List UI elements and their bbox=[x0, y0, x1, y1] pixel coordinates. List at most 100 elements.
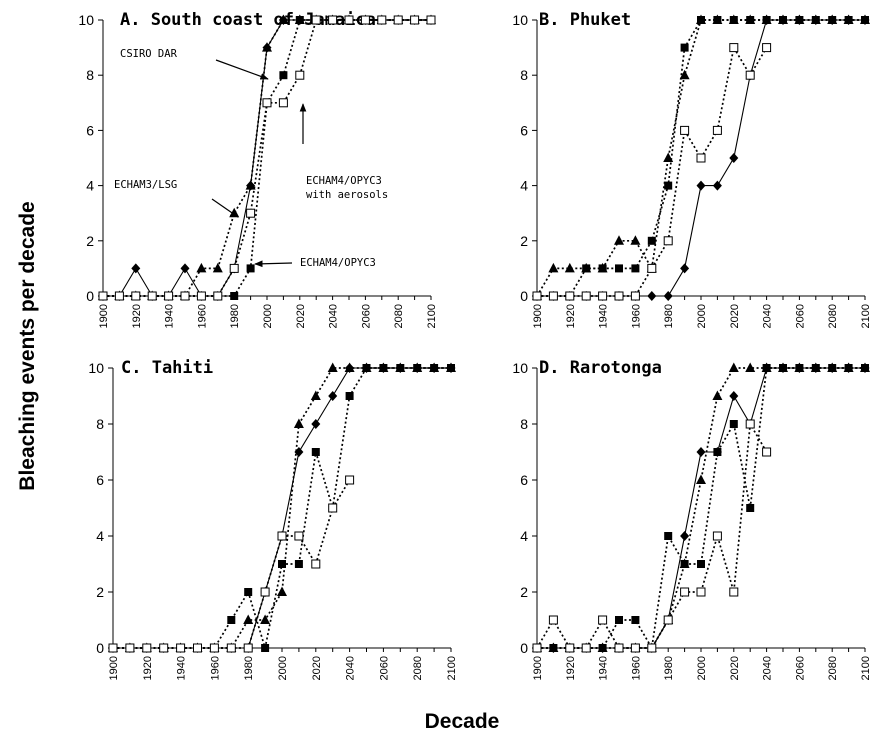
data-point-square-open bbox=[114, 291, 124, 301]
data-point-square-filled bbox=[811, 364, 820, 372]
y-tick-label: 0 bbox=[86, 288, 94, 304]
data-point-square-open bbox=[278, 98, 288, 108]
data-point-square-filled bbox=[828, 364, 837, 372]
data-point-diamond bbox=[311, 419, 321, 429]
data-point-diamond bbox=[680, 531, 690, 541]
x-tick-label: 1900 bbox=[98, 304, 110, 328]
data-point-square-open bbox=[196, 291, 206, 301]
x-tick-label: 2080 bbox=[827, 304, 839, 328]
data-point-square-open bbox=[745, 70, 755, 80]
annotation-arrow bbox=[254, 260, 293, 268]
x-tick-label: 1920 bbox=[565, 656, 577, 680]
data-point-diamond bbox=[696, 180, 706, 191]
data-point-square-filled bbox=[279, 71, 288, 80]
data-point-square-filled bbox=[413, 364, 422, 372]
data-point-square-open bbox=[680, 587, 690, 597]
data-point-triangle bbox=[243, 614, 254, 624]
data-point-square-filled bbox=[729, 420, 738, 428]
x-tick-label: 1960 bbox=[630, 304, 642, 328]
annotation-label: ECHAM4/OPYC3 bbox=[306, 175, 382, 187]
data-point-diamond bbox=[729, 391, 739, 401]
x-tick-label: 2040 bbox=[328, 304, 340, 328]
data-point-square-filled bbox=[244, 588, 253, 596]
data-point-diamond bbox=[131, 263, 141, 274]
x-tick-label: 2000 bbox=[696, 656, 708, 680]
data-point-square-filled bbox=[295, 16, 304, 24]
data-point-square-open bbox=[548, 615, 558, 625]
series-line bbox=[537, 367, 865, 649]
data-point-square-filled bbox=[631, 616, 640, 624]
data-point-square-filled bbox=[598, 644, 607, 652]
annotation-arrow bbox=[211, 198, 239, 218]
x-tick-label: 2060 bbox=[378, 656, 390, 680]
data-point-triangle bbox=[696, 474, 706, 484]
data-point-square-filled bbox=[598, 264, 607, 273]
x-tick-label: 1920 bbox=[131, 304, 143, 328]
x-tick-label: 2000 bbox=[696, 304, 708, 328]
data-point-square-filled bbox=[861, 364, 869, 372]
data-point-square-open bbox=[426, 15, 436, 25]
data-point-square-open bbox=[246, 208, 256, 218]
x-tick-label: 1900 bbox=[108, 656, 120, 680]
data-point-square-open bbox=[614, 291, 624, 301]
y-tick-label: 4 bbox=[86, 178, 94, 194]
data-point-square-open bbox=[630, 643, 640, 653]
data-point-triangle bbox=[745, 362, 756, 372]
data-point-triangle bbox=[262, 42, 272, 52]
data-point-square-open bbox=[311, 559, 321, 569]
data-point-diamond bbox=[712, 180, 722, 191]
panel-b: B. Phuket 0 2 4 6 8 10 1900 1920 1940 1960 1980 2000… bbox=[512, 10, 872, 328]
x-tick-label: 1900 bbox=[532, 656, 544, 680]
y-tick-label: 2 bbox=[520, 233, 528, 249]
data-point-square-open bbox=[344, 15, 354, 25]
data-point-square-open bbox=[598, 291, 608, 301]
data-point-square-open bbox=[311, 15, 321, 25]
data-point-square-filled bbox=[762, 16, 771, 24]
data-point-triangle bbox=[260, 614, 271, 624]
x-tick-label: 2100 bbox=[426, 304, 438, 328]
data-point-square-open bbox=[647, 263, 657, 273]
data-point-square-open bbox=[410, 15, 420, 25]
x-tick-label: 1940 bbox=[598, 656, 610, 680]
annotation-label: with aerosols bbox=[306, 189, 388, 201]
data-point-square-filled bbox=[828, 16, 837, 24]
data-point-square-filled bbox=[664, 532, 673, 540]
data-point-square-filled bbox=[230, 292, 239, 300]
data-point-square-open bbox=[729, 43, 739, 53]
x-axis-label: Decade bbox=[425, 710, 500, 733]
data-point-square-filled bbox=[779, 364, 787, 372]
annotation-label: ECHAM4/OPYC3 bbox=[300, 257, 376, 269]
y-tick-label: 10 bbox=[78, 12, 94, 28]
data-point-square-filled bbox=[549, 644, 558, 652]
x-tick-label: 1900 bbox=[532, 304, 544, 328]
x-tick-label: 1940 bbox=[598, 304, 610, 328]
data-point-square-open bbox=[532, 643, 542, 653]
data-point-triangle bbox=[278, 14, 289, 24]
data-point-square-open bbox=[729, 587, 739, 597]
x-tick-label: 1980 bbox=[663, 656, 675, 680]
data-point-square-open bbox=[164, 291, 174, 301]
data-point-square-open bbox=[328, 15, 338, 25]
x-tick-label: 2020 bbox=[729, 304, 741, 328]
y-tick-label: 2 bbox=[86, 233, 94, 249]
data-point-square-open bbox=[630, 291, 640, 301]
y-tick-label: 8 bbox=[86, 67, 94, 83]
data-point-diamond bbox=[180, 263, 190, 274]
data-point-square-filled bbox=[779, 16, 787, 24]
data-point-square-open bbox=[328, 503, 338, 513]
data-point-diamond bbox=[680, 263, 690, 274]
data-point-square-filled bbox=[278, 560, 286, 568]
data-point-triangle bbox=[327, 362, 338, 372]
data-point-square-filled bbox=[430, 364, 439, 372]
data-point-square-filled bbox=[294, 560, 303, 568]
data-point-triangle bbox=[679, 69, 690, 80]
data-point-square-filled bbox=[582, 264, 591, 273]
x-tick-label: 2060 bbox=[794, 656, 806, 680]
data-point-square-open bbox=[696, 587, 706, 597]
data-point-square-open bbox=[565, 643, 575, 653]
data-point-square-filled bbox=[615, 616, 623, 624]
data-point-triangle bbox=[245, 180, 256, 190]
series-line bbox=[103, 19, 431, 297]
x-tick-label: 2020 bbox=[311, 656, 323, 680]
